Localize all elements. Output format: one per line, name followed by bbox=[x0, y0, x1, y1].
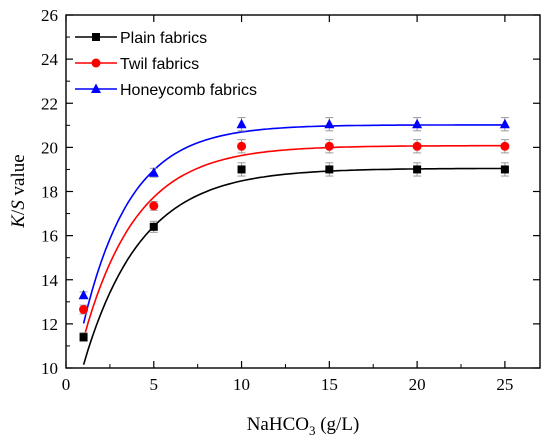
y-tick-label: 16 bbox=[41, 227, 58, 246]
data-point-1 bbox=[500, 165, 509, 174]
x-tick-label: 20 bbox=[409, 375, 426, 394]
error-bars bbox=[79, 117, 509, 343]
data-point-3 bbox=[236, 118, 247, 129]
y-tick-label: 10 bbox=[41, 359, 58, 378]
legend-label-2: Twil fabrics bbox=[120, 56, 199, 73]
fit-curve-3 bbox=[82, 124, 505, 324]
y-tick-label: 14 bbox=[41, 271, 59, 290]
tick-labels: 0 5 10 15 20 25 10 12 14 16 18 20 22 24 26 bbox=[41, 6, 513, 394]
data-point-3 bbox=[324, 118, 335, 129]
y-tick-label: 26 bbox=[41, 6, 58, 25]
data-markers bbox=[78, 118, 510, 342]
data-point-3 bbox=[499, 118, 510, 129]
legend: Plain fabrics Twil fabrics Honeycomb fabri… bbox=[75, 30, 257, 99]
fit-curve-1 bbox=[82, 167, 505, 365]
data-point-3 bbox=[78, 289, 89, 300]
y-tick-label: 20 bbox=[41, 138, 58, 157]
data-point-2 bbox=[500, 141, 510, 151]
data-point-1 bbox=[325, 165, 334, 174]
data-point-1 bbox=[79, 333, 88, 342]
data-point-1 bbox=[413, 165, 422, 174]
x-tick-label: 15 bbox=[321, 375, 338, 394]
legend-label-3: Honeycomb fabrics bbox=[120, 82, 257, 99]
x-axis-title-subscript: 3 bbox=[309, 423, 316, 438]
data-point-2 bbox=[412, 141, 422, 151]
x-tick-label: 0 bbox=[62, 375, 71, 394]
x-tick-label: 5 bbox=[150, 375, 159, 394]
legend-marker-3 bbox=[91, 83, 101, 93]
data-point-1 bbox=[237, 165, 246, 174]
y-tick-label: 22 bbox=[41, 94, 58, 113]
y-tick-label: 12 bbox=[41, 315, 58, 334]
x-tick-label: 25 bbox=[496, 375, 513, 394]
legend-marker-2 bbox=[91, 58, 101, 68]
fit-curves bbox=[82, 124, 505, 365]
data-point-2 bbox=[149, 201, 159, 211]
legend-label-1: Plain fabrics bbox=[120, 30, 207, 47]
legend-marker-1 bbox=[92, 33, 100, 41]
y-axis-title: K/S value bbox=[8, 154, 29, 228]
data-point-2 bbox=[237, 141, 247, 151]
x-tick-label: 10 bbox=[233, 375, 250, 394]
x-axis-title: NaHCO3 (g/L) bbox=[247, 414, 360, 438]
y-tick-label: 18 bbox=[41, 183, 58, 202]
data-point-2 bbox=[324, 141, 334, 151]
data-point-3 bbox=[412, 118, 423, 129]
fit-curve-2 bbox=[82, 144, 505, 339]
y-tick-label: 24 bbox=[41, 50, 59, 69]
axis-ticks bbox=[65, 14, 540, 369]
data-point-1 bbox=[149, 222, 158, 231]
data-point-3 bbox=[148, 167, 159, 177]
data-point-2 bbox=[79, 305, 89, 315]
